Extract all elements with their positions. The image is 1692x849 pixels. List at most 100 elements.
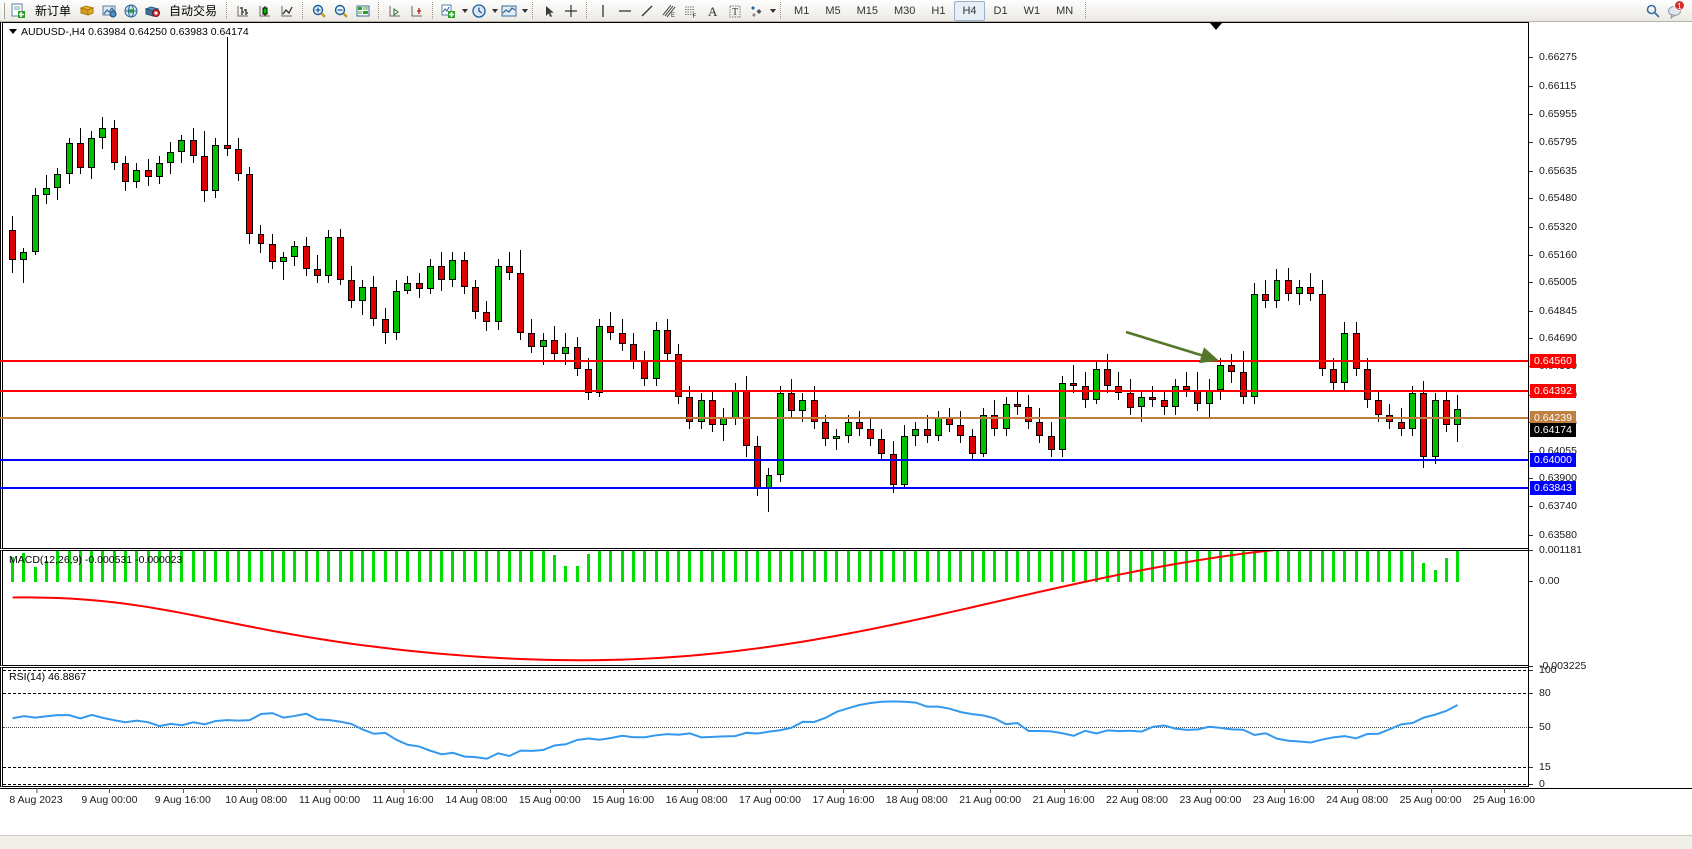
line-chart-icon[interactable] — [277, 1, 297, 21]
level-line-resistance[interactable] — [0, 389, 1529, 392]
candle-body — [697, 400, 705, 422]
price-pane[interactable]: AUDUSD-,H4 0.63984 0.64250 0.63983 0.641… — [0, 22, 1692, 549]
new-order-button[interactable]: 新订单 — [31, 1, 75, 21]
price-level-label-resistance[interactable]: 0.64560 — [1530, 354, 1576, 369]
expert-advisor-icon[interactable] — [143, 1, 163, 21]
candlestick-chart-icon[interactable] — [255, 1, 275, 21]
candlestick — [234, 138, 242, 181]
timeframe-d1-button[interactable]: D1 — [993, 4, 1008, 17]
candle-body — [663, 329, 671, 355]
fibonacci-icon[interactable]: F — [681, 1, 701, 21]
timeframe-m1-button[interactable]: M1 — [794, 4, 810, 17]
price-level-label-resistance[interactable]: 0.64392 — [1530, 383, 1576, 398]
price-level-label-pivot[interactable]: 0.64239 — [1530, 411, 1576, 426]
candlestick — [1352, 322, 1360, 376]
shapes-dropdown-caret[interactable] — [770, 8, 777, 13]
level-line-resistance[interactable] — [0, 360, 1529, 363]
time-tick: 17 Aug 00:00 — [739, 788, 801, 806]
price-level-label-support[interactable]: 0.64000 — [1530, 453, 1576, 468]
price-level-label-current-price[interactable]: 0.64174 — [1530, 422, 1576, 437]
new-order-icon[interactable] — [9, 1, 29, 21]
folder-icon[interactable] — [77, 1, 97, 21]
auto-scroll-icon[interactable] — [407, 1, 427, 21]
timeframe-h1-button[interactable]: H1 — [931, 4, 946, 17]
price-pane-canvas[interactable] — [3, 23, 1691, 548]
candle-body — [1025, 407, 1033, 422]
bar-chart-icon[interactable] — [233, 1, 253, 21]
macd-pane[interactable]: MACD(12,26,9) -0.000531 -0.000023 — [0, 550, 1692, 666]
time-tick: 22 Aug 08:00 — [1106, 788, 1168, 806]
toolbar-right-group[interactable]: 1 — [1642, 0, 1688, 22]
timeframe-group[interactable]: M1 M5 M15 M30 H1 H4 D1 W1 MN — [786, 0, 1081, 21]
templates-dropdown-caret[interactable] — [522, 8, 529, 13]
level-line-support[interactable] — [0, 459, 1529, 462]
alerts-icon[interactable]: 1 — [1665, 0, 1687, 21]
candlestick — [223, 37, 231, 156]
candle-body — [1013, 403, 1021, 408]
timeframe-w1-button[interactable]: W1 — [1023, 4, 1041, 17]
candlestick — [460, 251, 468, 295]
search-icon[interactable] — [1643, 1, 1663, 21]
timeframe-h4-button[interactable]: H4 — [954, 0, 985, 21]
rsi-level-line — [3, 784, 1691, 785]
toolbar-grip[interactable] — [2, 2, 5, 19]
macd-histogram-bar — [744, 551, 748, 583]
price-level-label-support[interactable]: 0.63843 — [1530, 481, 1576, 496]
trendline-icon[interactable] — [637, 1, 657, 21]
shift-end-icon[interactable] — [385, 1, 405, 21]
scroll-position-marker[interactable] — [1210, 23, 1222, 30]
chart-symbol-header: AUDUSD-,H4 0.63984 0.64250 0.63983 0.641… — [9, 26, 249, 38]
main-toolbar[interactable]: 新订单 自动交易 — [0, 0, 1692, 22]
candle-body — [20, 251, 28, 261]
toolbar-separator-5 — [532, 2, 534, 19]
templates-icon[interactable] — [499, 1, 519, 21]
rsi-level-line — [3, 670, 1691, 671]
toolbar-separator-3 — [378, 2, 380, 19]
chart-area[interactable]: AUDUSD-,H4 0.63984 0.64250 0.63983 0.641… — [0, 22, 1692, 849]
candlestick — [630, 333, 638, 369]
level-line-pivot[interactable] — [0, 417, 1529, 420]
equidistant-channel-icon[interactable]: E — [659, 1, 679, 21]
macd-histogram-bar — [869, 551, 873, 583]
macd-histogram-bar — [146, 551, 150, 583]
auto-trading-button[interactable]: 自动交易 — [165, 1, 221, 21]
timeframe-mn-button[interactable]: MN — [1056, 4, 1074, 17]
candlestick — [1442, 389, 1450, 433]
price-axis[interactable]: 0.66275 0.66115 0.65955 0.65795 0.65635 0.654… — [1528, 22, 1692, 790]
text-icon[interactable]: A — [703, 1, 723, 21]
grid-icon[interactable] — [353, 1, 373, 21]
candle-body — [991, 414, 999, 429]
horizontal-line-icon[interactable] — [615, 1, 635, 21]
chart-collapse-triangle-icon[interactable] — [9, 29, 17, 34]
text-label-icon[interactable]: T — [725, 1, 745, 21]
shapes-icon[interactable] — [747, 1, 767, 21]
cursor-icon[interactable] — [539, 1, 559, 21]
indicators-dropdown-caret[interactable] — [462, 8, 469, 13]
timeframe-m30-button[interactable]: M30 — [894, 4, 916, 17]
timeframe-m15-button[interactable]: M15 — [856, 4, 878, 17]
macd-histogram-bar — [1365, 551, 1369, 583]
globe-icon[interactable] — [121, 1, 141, 21]
period-clock-icon[interactable] — [469, 1, 489, 21]
indicators-icon[interactable] — [439, 1, 459, 21]
rsi-pane-canvas[interactable] — [3, 668, 1691, 786]
price-tick: 0.64690 — [1529, 332, 1577, 344]
svg-text:T: T — [732, 7, 738, 18]
rsi-pane[interactable]: RSI(14) 46.8867 — [0, 667, 1692, 787]
period-dropdown-caret[interactable] — [492, 8, 499, 13]
macd-pane-canvas[interactable] — [3, 551, 1691, 665]
profiles-icon[interactable] — [99, 1, 119, 21]
macd-histogram-bar — [541, 551, 545, 583]
level-line-support[interactable] — [0, 487, 1529, 490]
candle-body — [268, 244, 276, 263]
zoom-out-icon[interactable] — [331, 1, 351, 21]
time-tick: 25 Aug 00:00 — [1399, 788, 1462, 806]
vertical-line-icon[interactable] — [593, 1, 613, 21]
candlestick — [404, 276, 412, 295]
zoom-in-icon[interactable] — [309, 1, 329, 21]
candlestick — [867, 418, 875, 447]
candle-body — [1397, 421, 1405, 429]
crosshair-icon[interactable] — [561, 1, 581, 21]
timeframe-m5-button[interactable]: M5 — [825, 4, 841, 17]
macd-histogram-bar — [790, 551, 794, 583]
